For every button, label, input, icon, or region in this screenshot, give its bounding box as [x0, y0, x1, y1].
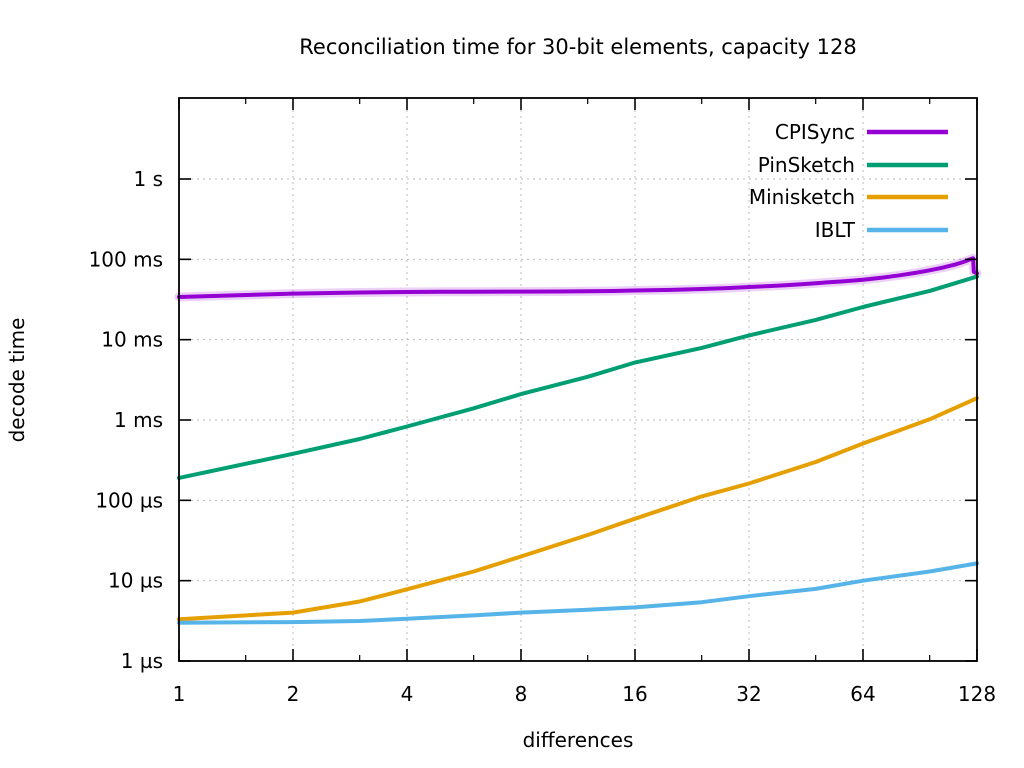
- x-tick-label: 1: [173, 682, 186, 706]
- legend-label: Minisketch: [749, 185, 855, 209]
- x-tick-label: 4: [401, 682, 414, 706]
- y-axis-title: decode time: [5, 318, 29, 443]
- y-tick-label: 100 ms: [89, 247, 163, 271]
- y-tick-label: 1 µs: [121, 649, 163, 673]
- legend-item-iblt: IBLT: [815, 218, 948, 242]
- series-line-pinsketch: [177, 274, 979, 480]
- x-tick-label: 16: [622, 682, 647, 706]
- legend: CPISync PinSketch Minisketch IBLT: [749, 120, 948, 242]
- legend-label: IBLT: [815, 218, 856, 242]
- x-tick-label: 8: [515, 682, 528, 706]
- legend-label: PinSketch: [758, 153, 855, 177]
- series-line-iblt: [177, 561, 979, 625]
- legend-item-cpisync: CPISync: [775, 120, 948, 144]
- x-tick-label: 2: [287, 682, 300, 706]
- y-tick-label: 10 ms: [101, 328, 163, 352]
- x-tick-label: 64: [850, 682, 875, 706]
- legend-label: CPISync: [775, 120, 855, 144]
- series-line-cpisync: [177, 256, 979, 299]
- x-tick-label: 32: [736, 682, 761, 706]
- x-tick-label: 128: [958, 682, 996, 706]
- legend-item-minisketch: Minisketch: [749, 185, 948, 209]
- axis-layer: 1 s 100 ms 10 ms 1 ms 100 µs 10 µs 1 µs 1 2 4 8 16 3…: [89, 97, 996, 706]
- chart-title: Reconciliation time for 30-bit elements,…: [299, 35, 856, 59]
- grid-layer: [179, 98, 977, 661]
- y-tick-label: 10 µs: [108, 569, 163, 593]
- y-tick-label: 1 s: [133, 167, 163, 191]
- legend-item-pinsketch: PinSketch: [758, 153, 948, 177]
- plot-border: [178, 97, 978, 662]
- x-axis-title: differences: [523, 728, 634, 752]
- y-tick-label: 1 ms: [114, 408, 163, 432]
- series-layer: [174, 253, 982, 625]
- y-tick-label: 100 µs: [95, 488, 163, 512]
- series-line-minisketch: [177, 396, 979, 622]
